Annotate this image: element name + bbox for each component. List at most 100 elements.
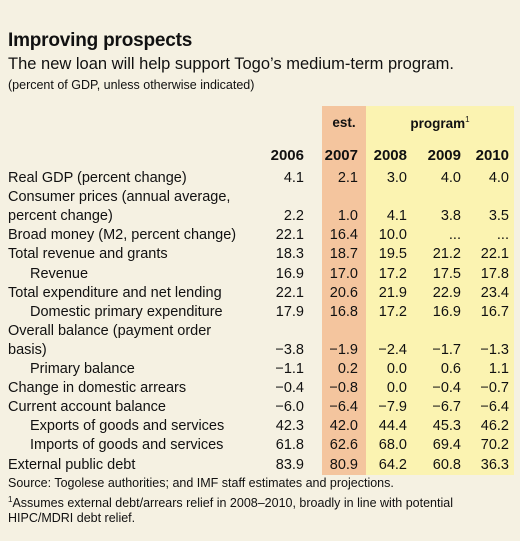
- table-cell: ...: [496, 227, 509, 244]
- table-cell: −6.0: [275, 399, 304, 416]
- table-cell: 18.3: [275, 246, 304, 263]
- table-cell: 4.0: [488, 170, 509, 186]
- table-row: Exports of goods and services 42.3 42.0 44.…: [0, 418, 520, 437]
- table-cell: 3.0: [386, 170, 407, 186]
- row-label: Real GDP (percent change): [8, 170, 187, 186]
- table-cell: 42.0: [329, 418, 358, 435]
- table-cell: 4.0: [440, 170, 461, 186]
- table-cell: 17.8: [480, 265, 509, 282]
- units-note: (percent of GDP, unless otherwise indica…: [8, 78, 255, 92]
- table-cell: 16.4: [329, 227, 358, 244]
- table-cell: 17.2: [378, 303, 407, 320]
- table-cell: 2.2: [283, 208, 304, 225]
- table-row: Imports of goods and services 61.8 62.6 68.…: [0, 437, 520, 456]
- table-cell: 0.2: [337, 361, 358, 377]
- table-row: Consumer prices (annual average,: [0, 189, 520, 208]
- table-cell: 68.0: [378, 437, 407, 454]
- table-cell: 16.7: [480, 303, 509, 320]
- table-cell: 1.1: [488, 361, 509, 377]
- table-cell: −6.4: [480, 399, 509, 416]
- footnote-mark: 1: [8, 494, 13, 504]
- table-cell: −6.4: [329, 399, 358, 416]
- table-cell: −0.4: [432, 380, 461, 397]
- table-row: percent change) 2.2 1.0 4.1 3.8 3.5: [0, 208, 520, 227]
- table-row: Domestic primary expenditure 17.9 16.8 17.2…: [0, 304, 520, 323]
- table-cell: 22.9: [432, 284, 461, 301]
- table-row: Real GDP (percent change) 4.1 2.1 3.0 4.0 4.0: [0, 170, 520, 189]
- table-cell: −3.8: [275, 341, 304, 358]
- table-cell: 1.0: [337, 208, 358, 225]
- table-cell: 42.3: [275, 418, 304, 435]
- table-cell: −2.4: [378, 341, 407, 358]
- row-label: Overall balance (payment order: [8, 322, 212, 339]
- table-cell: 22.1: [275, 284, 304, 301]
- table-cell: −1.1: [275, 361, 304, 377]
- table-cell: 21.9: [378, 284, 407, 301]
- row-label: Broad money (M2, percent change): [8, 227, 237, 244]
- table-cell: 16.8: [329, 303, 358, 320]
- table-cell: 44.4: [378, 418, 407, 435]
- table-cell: 4.1: [386, 208, 407, 225]
- table-cell: 17.9: [275, 303, 304, 320]
- row-label: Total revenue and grants: [8, 246, 168, 263]
- table-cell: 4.1: [283, 170, 304, 186]
- table-cell: 17.0: [329, 265, 358, 282]
- row-label: Imports of goods and services: [30, 437, 224, 454]
- table-row: Primary balance −1.1 0.2 0.0 0.6 1.1: [0, 361, 520, 380]
- table-cell: −6.7: [432, 399, 461, 416]
- table-cell: 62.6: [329, 437, 358, 454]
- year-header-1: 2007: [324, 147, 358, 164]
- source-line: Source: Togolese authorities; and IMF st…: [8, 476, 394, 490]
- estimate-column-band: [322, 106, 366, 475]
- table-cell: 2.1: [337, 170, 358, 186]
- row-label: Consumer prices (annual average,: [8, 189, 231, 206]
- table-cell: 70.2: [480, 437, 509, 454]
- table-cell: −1.3: [480, 341, 509, 358]
- table-cell: 20.6: [329, 284, 358, 301]
- table-cell: 61.8: [275, 437, 304, 454]
- footnote-line: 1Assumes external debt/arrears relief in…: [8, 492, 513, 527]
- table-row: Total revenue and grants 18.3 18.7 19.5 21.2…: [0, 246, 520, 265]
- year-header-0: 2006: [270, 147, 304, 164]
- table-cell: 45.3: [432, 418, 461, 435]
- table-cell: −1.9: [329, 341, 358, 358]
- table-cell: 64.2: [378, 456, 407, 473]
- table-row: basis) −3.8 −1.9 −2.4 −1.7 −1.3: [0, 342, 520, 361]
- table-cell: 3.5: [488, 208, 509, 225]
- table-cell: 10.0: [378, 227, 407, 244]
- table-cell: 60.8: [432, 456, 461, 473]
- table-cell: 0.0: [386, 380, 407, 397]
- row-label: percent change): [8, 208, 113, 225]
- year-header-2: 2008: [373, 147, 407, 164]
- table-row: Change in domestic arrears −0.4 −0.8 0.0 −0.…: [0, 380, 520, 399]
- table-cell: 69.4: [432, 437, 461, 454]
- table-cell: −7.9: [378, 399, 407, 416]
- table-cell: 16.9: [432, 303, 461, 320]
- table-cell: 83.9: [275, 456, 304, 473]
- row-label: Total expenditure and net lending: [8, 284, 222, 301]
- row-label: basis): [8, 341, 47, 358]
- table-title: Improving prospects: [8, 30, 193, 51]
- estimate-label: est.: [332, 115, 356, 130]
- year-header-3: 2009: [427, 147, 461, 164]
- table-row: Overall balance (payment order: [0, 323, 520, 342]
- table-cell: 0.6: [440, 361, 461, 377]
- table-subtitle: The new loan will help support Togo’s me…: [8, 55, 455, 73]
- table-row: Broad money (M2, percent change) 22.1 16.4…: [0, 227, 520, 246]
- table-cell: 19.5: [378, 246, 407, 263]
- program-column-band: [366, 106, 514, 475]
- table-cell: 22.1: [275, 227, 304, 244]
- row-label: Exports of goods and services: [30, 418, 225, 435]
- row-label: Revenue: [30, 265, 89, 282]
- table-cell: 0.0: [386, 361, 407, 377]
- table-cell: ...: [448, 227, 461, 244]
- footnote-text: Assumes external debt/arrears relief in …: [8, 495, 453, 526]
- table-cell: 36.3: [480, 456, 509, 473]
- table-cell: 17.5: [432, 265, 461, 282]
- row-label: Current account balance: [8, 399, 166, 416]
- table-row: External public debt 83.9 80.9 64.2 60.8 36.3: [0, 457, 520, 476]
- table-cell: 22.1: [480, 246, 509, 263]
- table-row: Current account balance −6.0 −6.4 −7.9 −6.7 −…: [0, 399, 520, 418]
- table-cell: 21.2: [432, 246, 461, 263]
- table-cell: 18.7: [329, 246, 358, 263]
